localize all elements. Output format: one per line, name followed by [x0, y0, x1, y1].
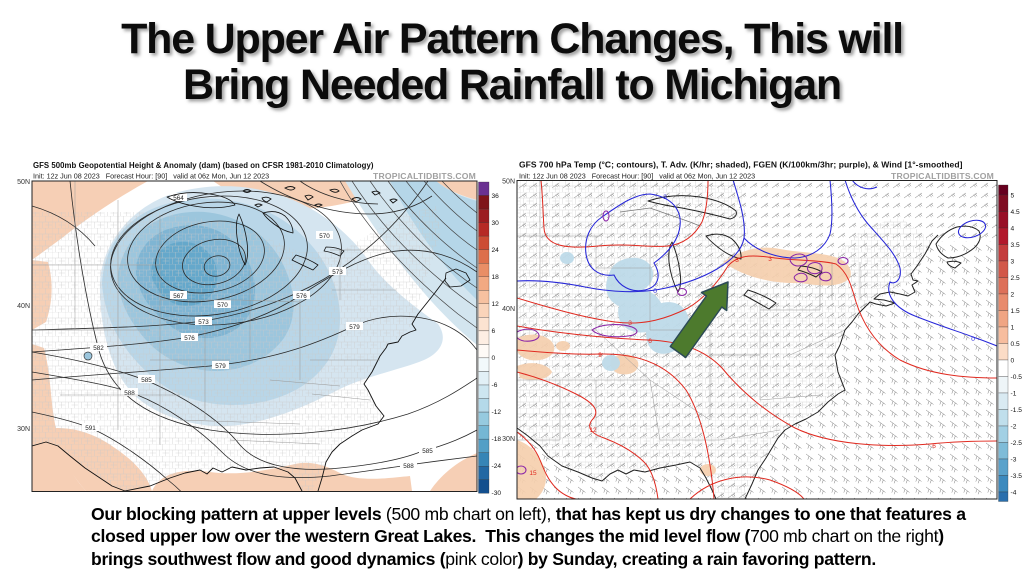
svg-text:-3: -3 — [661, 194, 667, 201]
svg-text:576: 576 — [296, 293, 307, 300]
svg-text:-3: -3 — [1011, 457, 1017, 464]
svg-text:4: 4 — [1011, 226, 1015, 233]
svg-text:0.5: 0.5 — [1011, 341, 1020, 348]
svg-text:579: 579 — [349, 324, 360, 331]
svg-text:50N: 50N — [502, 179, 515, 186]
svg-text:18: 18 — [492, 274, 500, 281]
svg-text:-0.5: -0.5 — [1011, 374, 1023, 381]
svg-text:TROPICALTIDBITS.COM: TROPICALTIDBITS.COM — [891, 171, 994, 181]
svg-text:0: 0 — [1011, 358, 1015, 365]
svg-text:40N: 40N — [502, 306, 515, 313]
svg-text:-4: -4 — [1011, 490, 1017, 497]
svg-text:5: 5 — [1011, 193, 1015, 200]
svg-text:0: 0 — [971, 336, 975, 343]
svg-text:6: 6 — [492, 328, 496, 335]
svg-text:30N: 30N — [17, 426, 30, 433]
svg-text:-2: -2 — [1011, 424, 1017, 431]
svg-text:-1: -1 — [1011, 391, 1017, 398]
svg-text:-30: -30 — [492, 490, 502, 497]
svg-text:Init: 12z Jun 08 2023 Foreca: Init: 12z Jun 08 2023 Forecast Hour: [90… — [519, 172, 755, 181]
svg-text:-2.5: -2.5 — [1011, 440, 1023, 447]
svg-text:GFS 500mb Geopotential Height: GFS 500mb Geopotential Height & Anomaly … — [33, 161, 374, 170]
svg-text:30N: 30N — [502, 436, 515, 443]
svg-text:567: 567 — [173, 293, 184, 300]
svg-text:-18: -18 — [492, 436, 502, 443]
svg-text:591: 591 — [85, 425, 96, 432]
svg-text:-24: -24 — [492, 463, 502, 470]
svg-text:40N: 40N — [17, 303, 30, 310]
svg-text:-6: -6 — [492, 382, 498, 389]
svg-text:576: 576 — [184, 335, 195, 342]
svg-text:3: 3 — [768, 256, 772, 263]
svg-text:573: 573 — [332, 269, 343, 276]
svg-text:9: 9 — [598, 352, 602, 359]
svg-text:36: 36 — [492, 193, 500, 200]
svg-text:570: 570 — [319, 233, 330, 240]
svg-text:588: 588 — [403, 463, 414, 470]
svg-text:2.5: 2.5 — [1011, 275, 1020, 282]
svg-text:6: 6 — [932, 443, 936, 450]
svg-text:-1.5: -1.5 — [1011, 407, 1023, 414]
svg-text:1: 1 — [1011, 325, 1015, 332]
svg-text:0: 0 — [653, 288, 657, 295]
svg-text:-12: -12 — [492, 409, 502, 416]
svg-text:GFS 700 hPa Temp (°C; contours: GFS 700 hPa Temp (°C; contours), T. Adv.… — [519, 160, 963, 170]
svg-text:2: 2 — [1011, 292, 1015, 299]
svg-text:3: 3 — [1011, 259, 1015, 266]
svg-text:50N: 50N — [17, 179, 30, 186]
svg-text:TROPICALTIDBITS.COM: TROPICALTIDBITS.COM — [373, 171, 476, 181]
svg-text:12: 12 — [589, 427, 597, 434]
svg-text:582: 582 — [93, 345, 104, 352]
svg-text:588: 588 — [124, 390, 135, 397]
svg-text:15: 15 — [529, 470, 537, 477]
svg-text:30: 30 — [492, 220, 500, 227]
svg-text:570: 570 — [217, 302, 228, 309]
svg-text:573: 573 — [198, 319, 209, 326]
svg-text:585: 585 — [141, 377, 152, 384]
svg-text:-3.5: -3.5 — [1011, 473, 1023, 480]
svg-text:6: 6 — [648, 338, 652, 345]
svg-text:24: 24 — [492, 247, 500, 254]
svg-text:12: 12 — [492, 301, 500, 308]
svg-text:4.5: 4.5 — [1011, 209, 1020, 216]
svg-text:3: 3 — [735, 257, 739, 264]
svg-text:1.5: 1.5 — [1011, 308, 1020, 315]
svg-text:3: 3 — [628, 320, 632, 327]
svg-text:3.5: 3.5 — [1011, 242, 1020, 249]
svg-text:579: 579 — [215, 363, 226, 370]
svg-text:0: 0 — [492, 355, 496, 362]
svg-text:Init: 12z Jun 08 2023 Foreca: Init: 12z Jun 08 2023 Forecast Hour: [90… — [33, 172, 269, 181]
svg-text:564: 564 — [173, 195, 184, 202]
svg-text:585: 585 — [422, 448, 433, 455]
